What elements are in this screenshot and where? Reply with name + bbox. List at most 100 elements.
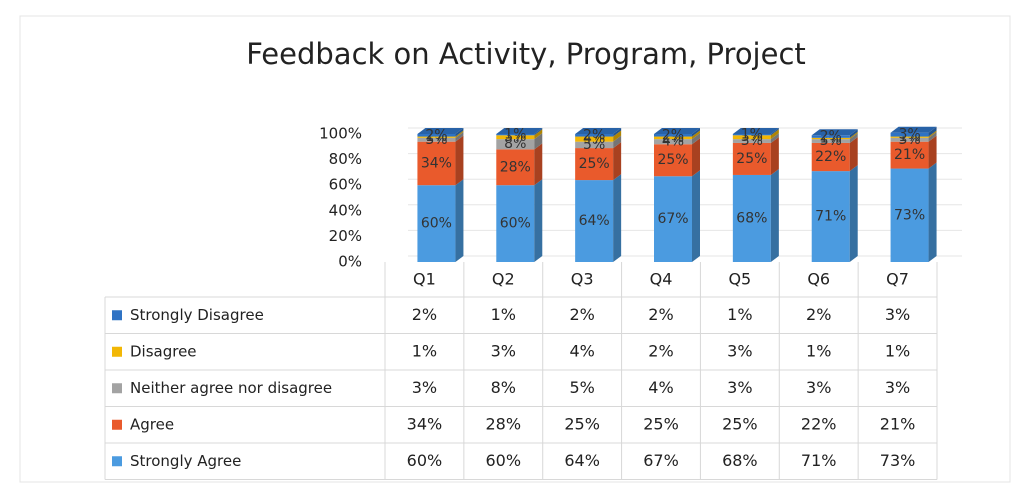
- bar-side: [534, 179, 543, 262]
- bar-top: [890, 126, 937, 133]
- table-cell: 4%: [648, 378, 673, 397]
- table-cell: 3%: [727, 378, 752, 397]
- data-label: 22%: [815, 149, 846, 165]
- x-tick-label: Q4: [650, 270, 673, 289]
- legend-swatch: [112, 383, 122, 394]
- bar-side: [770, 129, 779, 140]
- bar-segment: [890, 137, 929, 142]
- data-label: 28%: [500, 159, 531, 175]
- bar-segment: [496, 135, 535, 140]
- data-label: 21%: [894, 147, 925, 163]
- bar-top: [732, 128, 779, 134]
- bar-segment: [496, 134, 535, 136]
- bar-side: [455, 131, 464, 142]
- table-cell: 21%: [880, 414, 916, 433]
- chart-title: Feedback on Activity, Program, Project: [246, 37, 806, 71]
- bar-side: [692, 130, 700, 140]
- bar-segment: [496, 185, 535, 262]
- legend-label: Neither agree nor disagree: [130, 379, 332, 397]
- legend-swatch: [112, 346, 122, 357]
- data-label: 34%: [421, 155, 452, 171]
- bar-side: [613, 135, 622, 149]
- bar-segment: [654, 176, 692, 262]
- table-cell: 34%: [407, 414, 443, 433]
- y-tick-label: 100%: [319, 125, 362, 143]
- table-cell: 22%: [801, 414, 837, 433]
- bar-segment: [575, 134, 614, 137]
- data-label: 64%: [579, 213, 610, 229]
- table-cell: 2%: [806, 305, 831, 324]
- bar-segment: [417, 185, 456, 262]
- table-cell: 3%: [885, 378, 910, 397]
- x-tick-label: Q3: [571, 270, 594, 289]
- table-cell: 25%: [643, 414, 679, 433]
- data-label: 25%: [579, 156, 610, 172]
- table-cell: 71%: [801, 451, 837, 470]
- bar-segment: [811, 137, 850, 140]
- bar-segment: [890, 136, 929, 138]
- x-tick-label: Q6: [807, 270, 830, 289]
- legend-swatch: [112, 419, 122, 430]
- table-cell: 68%: [722, 451, 758, 470]
- bar-side: [455, 128, 464, 137]
- data-label: 60%: [500, 216, 531, 232]
- bar-segment: [811, 171, 850, 262]
- table-cell: 3%: [727, 341, 752, 360]
- y-tick-label: 0%: [338, 253, 362, 271]
- bar-side: [613, 174, 622, 262]
- bar-side: [849, 136, 858, 172]
- bar-side: [770, 168, 779, 262]
- bar-side: [928, 126, 937, 137]
- table-cell: 1%: [727, 305, 752, 324]
- table-cell: 5%: [569, 378, 594, 397]
- bar-side: [928, 131, 937, 142]
- table-cell: 1%: [885, 341, 910, 360]
- bar-segment: [575, 148, 614, 181]
- table-cell: 25%: [722, 414, 758, 433]
- bar-segment: [811, 142, 850, 172]
- bar-side: [928, 135, 937, 169]
- table-cell: 2%: [569, 305, 594, 324]
- bar-side: [928, 162, 937, 262]
- bar-segment: [654, 144, 692, 177]
- table-cell: 8%: [491, 378, 516, 397]
- table-cell: 64%: [564, 451, 600, 470]
- data-label: 1%: [504, 127, 526, 143]
- bar-segment: [732, 174, 771, 262]
- x-tick-label: Q7: [886, 270, 909, 289]
- bar-segment: [654, 136, 692, 140]
- data-label: 60%: [421, 216, 452, 232]
- data-label: 3%: [898, 127, 920, 143]
- table-cell: 60%: [407, 451, 443, 470]
- legend-label: Strongly Agree: [130, 452, 241, 470]
- bar-segment: [575, 141, 614, 149]
- bar-side: [455, 179, 464, 262]
- table-cell: 3%: [806, 378, 831, 397]
- bar-top: [575, 128, 622, 134]
- table-cell: 3%: [885, 305, 910, 324]
- table-cell: 73%: [880, 451, 916, 470]
- legend-label: Disagree: [130, 342, 197, 360]
- bar-segment: [417, 134, 456, 137]
- y-tick-label: 40%: [329, 201, 362, 219]
- bar-side: [770, 136, 779, 175]
- bar-segment: [732, 139, 771, 143]
- y-tick-label: 80%: [329, 150, 362, 168]
- bar-segment: [496, 149, 535, 186]
- x-tick-label: Q5: [728, 270, 751, 289]
- data-label: 2%: [425, 127, 447, 143]
- bar-segment: [496, 139, 535, 150]
- bar-segment: [890, 132, 929, 137]
- chart-frame: [19, 15, 1011, 483]
- bar-side: [849, 165, 858, 262]
- table-cell: 2%: [648, 341, 673, 360]
- table-cell: 2%: [648, 305, 673, 324]
- bar-side: [613, 142, 622, 181]
- data-label: 25%: [657, 152, 688, 168]
- y-tick-label: 20%: [329, 227, 362, 245]
- data-label: 1%: [741, 127, 763, 143]
- table-cell: 1%: [412, 341, 437, 360]
- table-cell: 3%: [412, 378, 437, 397]
- bar-segment: [732, 134, 771, 136]
